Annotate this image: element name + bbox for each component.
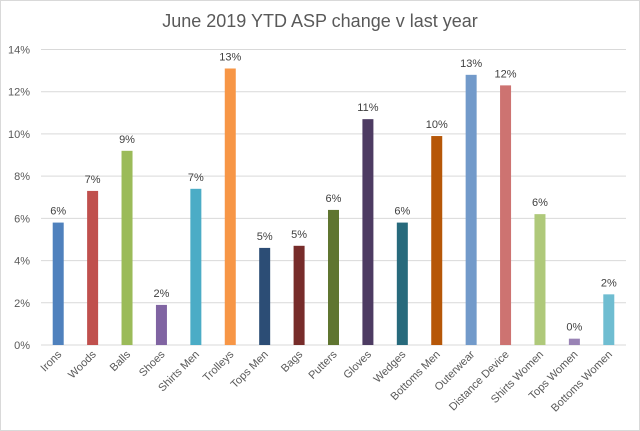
- y-tick-label: 8%: [14, 171, 30, 183]
- y-tick-label: 12%: [8, 87, 30, 99]
- y-tick-label: 6%: [14, 213, 30, 225]
- data-label: 2%: [601, 277, 617, 289]
- data-label: 9%: [119, 134, 135, 146]
- x-tick-label: Shoes: [137, 348, 168, 379]
- chart-title: June 2019 YTD ASP change v last year: [162, 11, 478, 31]
- data-label: 5%: [291, 229, 307, 241]
- bar-bags: [293, 245, 305, 345]
- x-tick-label: Putters: [306, 348, 339, 381]
- bar-bottoms-women: [603, 294, 615, 345]
- bar-balls: [121, 150, 133, 345]
- x-tick-label: Balls: [108, 348, 134, 374]
- bar-tops-women: [568, 338, 580, 345]
- data-label: 0%: [566, 322, 582, 334]
- x-tick-label: Gloves: [341, 348, 374, 381]
- x-tick-label: Irons: [39, 348, 65, 374]
- bar-outerwear: [465, 74, 477, 345]
- bar-wedges: [396, 222, 408, 345]
- data-label: 2%: [153, 288, 169, 300]
- data-label: 13%: [460, 58, 482, 70]
- x-tick-label: Distance Device: [447, 349, 512, 414]
- data-label: 6%: [532, 197, 548, 209]
- y-tick-label: 14%: [8, 45, 30, 57]
- y-tick-label: 0%: [14, 340, 30, 352]
- y-tick-label: 10%: [8, 129, 30, 141]
- bar-putters: [328, 209, 339, 345]
- data-label: 11%: [357, 102, 378, 114]
- data-label: 6%: [50, 206, 66, 218]
- bar-trolleys: [224, 68, 236, 345]
- data-label: 7%: [85, 174, 101, 186]
- data-label: 6%: [394, 206, 410, 218]
- bar-shoes: [155, 304, 167, 345]
- data-label: 13%: [219, 51, 241, 63]
- data-label: 10%: [426, 119, 448, 131]
- bar-shirts-women: [534, 214, 546, 345]
- y-tick-label: 2%: [14, 298, 30, 310]
- bar-gloves: [362, 119, 374, 346]
- y-tick-label: 4%: [14, 256, 30, 268]
- data-label: 6%: [326, 193, 342, 205]
- bar-woods: [87, 190, 99, 345]
- bar-irons: [52, 222, 64, 345]
- x-tick-label: Bottoms Women: [549, 349, 615, 415]
- x-tick-label: Woods: [66, 348, 99, 381]
- bar-distance-device: [500, 85, 512, 345]
- data-label: 5%: [257, 231, 273, 243]
- data-label: 12%: [495, 68, 517, 80]
- x-tick-label: Tops Men: [229, 349, 271, 391]
- bar-shirts-men: [190, 188, 202, 345]
- data-label: 7%: [188, 172, 204, 184]
- x-tick-label: Bags: [279, 348, 306, 375]
- bar-bottoms-men: [431, 136, 443, 345]
- bar-tops-men: [259, 247, 271, 345]
